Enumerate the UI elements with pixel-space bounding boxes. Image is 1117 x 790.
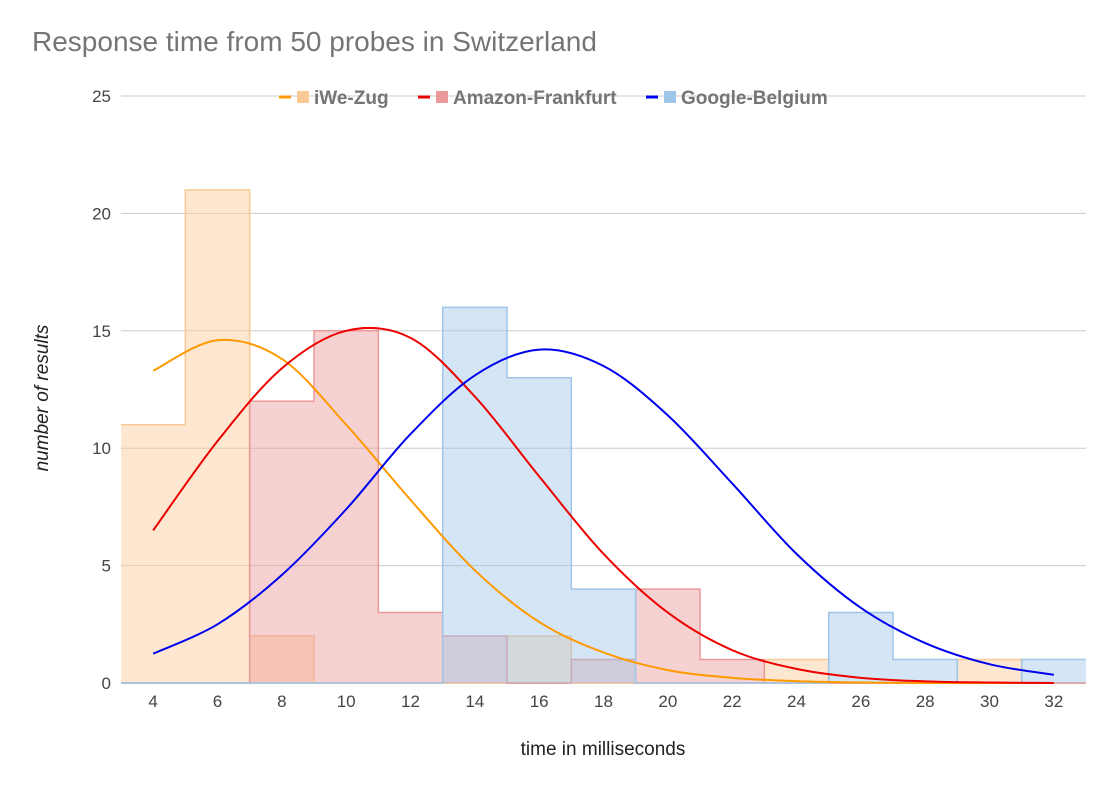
y-tick-label: 5 xyxy=(102,557,111,576)
legend-box-swatch xyxy=(664,91,676,103)
legend-box-swatch xyxy=(436,91,448,103)
x-tick-label: 16 xyxy=(530,692,549,711)
histogram-bar xyxy=(121,424,186,683)
y-tick-label: 0 xyxy=(102,674,111,693)
histogram-bar xyxy=(249,636,314,683)
histogram-bar xyxy=(442,636,507,683)
histogram-bar xyxy=(1021,659,1086,683)
legend-box-swatch xyxy=(297,91,309,103)
histogram-bar xyxy=(635,589,700,683)
histogram-bars xyxy=(121,189,1086,684)
x-tick-label: 32 xyxy=(1044,692,1063,711)
legend-item: iWe-Zug xyxy=(279,88,389,109)
legend-label: iWe-Zug xyxy=(314,88,389,109)
chart-title: Response time from 50 probes in Switzerl… xyxy=(32,26,597,57)
histogram-bar xyxy=(185,189,250,684)
histogram-bar xyxy=(249,401,314,683)
histogram-bar xyxy=(828,612,893,683)
y-tick-label: 25 xyxy=(92,87,111,106)
x-tick-label: 18 xyxy=(594,692,613,711)
histogram-bar xyxy=(893,659,958,683)
x-tick-label: 28 xyxy=(916,692,935,711)
x-axis-title: time in milliseconds xyxy=(521,739,686,760)
legend-item: Google-Belgium xyxy=(646,88,828,109)
legend-label: Amazon-Frankfurt xyxy=(453,88,617,109)
y-tick-label: 15 xyxy=(92,322,111,341)
axes: 0 5 10 15 20 25 4 6 8 10 12 14 16 18 20 22 24 26 28 30 32 xyxy=(92,87,1063,711)
histogram-bar xyxy=(314,330,379,683)
x-tick-label: 4 xyxy=(148,692,157,711)
x-tick-label: 6 xyxy=(213,692,222,711)
legend: iWe-Zug Amazon-Frankfurt Google-Belgium xyxy=(279,88,828,109)
x-tick-label: 10 xyxy=(337,692,356,711)
x-tick-label: 22 xyxy=(723,692,742,711)
x-tick-label: 20 xyxy=(658,692,677,711)
legend-label: Google-Belgium xyxy=(681,88,828,109)
x-tick-label: 26 xyxy=(851,692,870,711)
density-curve xyxy=(152,338,1054,685)
histogram-bar xyxy=(571,589,636,683)
histogram-series xyxy=(121,330,1086,684)
x-tick-label: 30 xyxy=(980,692,999,711)
density-curves xyxy=(152,326,1054,685)
density-curve xyxy=(152,348,1054,676)
legend-item: Amazon-Frankfurt xyxy=(418,88,617,109)
histogram-bar xyxy=(571,659,636,683)
histogram-bar xyxy=(507,377,572,683)
y-axis-title: number of results xyxy=(32,324,53,471)
histogram-bar xyxy=(442,307,507,683)
x-tick-label: 24 xyxy=(787,692,806,711)
density-curve xyxy=(152,326,1054,684)
histogram-bar xyxy=(507,636,572,683)
x-tick-label: 14 xyxy=(465,692,484,711)
x-tick-label: 8 xyxy=(277,692,286,711)
y-tick-label: 10 xyxy=(92,439,111,458)
y-tick-label: 20 xyxy=(92,204,111,223)
x-tick-label: 12 xyxy=(401,692,420,711)
histogram-outline xyxy=(121,306,1086,684)
histogram-series xyxy=(121,306,1086,684)
histogram-bar xyxy=(957,659,1022,683)
histogram-bar xyxy=(378,612,443,683)
